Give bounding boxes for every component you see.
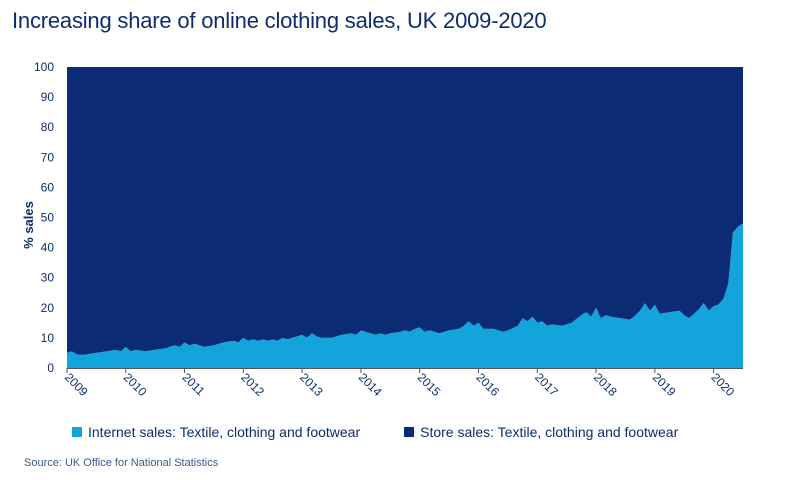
- x-tick-label: 2018: [591, 370, 620, 399]
- internet-sales-area: [67, 223, 743, 368]
- y-tick-label: 70: [41, 150, 55, 164]
- x-tick-label: 2011: [179, 370, 207, 398]
- x-tick-label: 2020: [708, 370, 737, 399]
- y-tick-label: 20: [41, 301, 55, 315]
- legend: Internet sales: Textile, clothing and fo…: [72, 424, 678, 440]
- x-tick-label: 2009: [62, 370, 91, 399]
- y-axis: 0 10 20 30 40 50 60 70 80 90 100: [34, 60, 54, 375]
- y-tick-label: 80: [41, 120, 55, 134]
- legend-label-store: Store sales: Textile, clothing and footw…: [420, 424, 679, 440]
- source-note: Source: UK Office for National Statistic…: [24, 457, 219, 469]
- legend-swatch-store: [404, 427, 415, 437]
- legend-swatch-internet: [72, 427, 82, 437]
- legend-label-internet: Internet sales: Textile, clothing and fo…: [88, 424, 361, 440]
- chart-title: Increasing share of online clothing sale…: [12, 8, 547, 33]
- legend-item-internet: Internet sales: Textile, clothing and fo…: [72, 424, 360, 440]
- y-tick-label: 30: [41, 271, 55, 285]
- x-tick-label: 2010: [121, 370, 150, 399]
- x-tick-label: 2012: [238, 370, 267, 399]
- y-tick-label: 100: [34, 60, 54, 74]
- y-tick-label: 60: [41, 180, 55, 194]
- y-tick-label: 90: [41, 90, 55, 104]
- x-tick-label: 2013: [297, 370, 326, 399]
- plot-area: [67, 67, 743, 368]
- x-tick-label: 2016: [473, 370, 502, 399]
- x-tick-label: 2015: [415, 370, 444, 399]
- y-axis-title: % sales: [21, 201, 36, 249]
- y-tick-label: 0: [47, 361, 54, 375]
- y-tick-label: 40: [41, 241, 55, 255]
- x-axis: 2009 2010 2011 2012 2013 2014 2015 2016 2017 2018…: [62, 368, 743, 399]
- legend-item-store: Store sales: Textile, clothing and footw…: [404, 424, 678, 440]
- y-tick-label: 50: [41, 211, 55, 225]
- store-sales-area: [67, 67, 743, 355]
- y-tick-label: 10: [41, 331, 55, 345]
- x-tick-label: 2019: [650, 370, 679, 399]
- x-tick-label: 2014: [356, 370, 385, 399]
- x-tick-label: 2017: [532, 370, 561, 399]
